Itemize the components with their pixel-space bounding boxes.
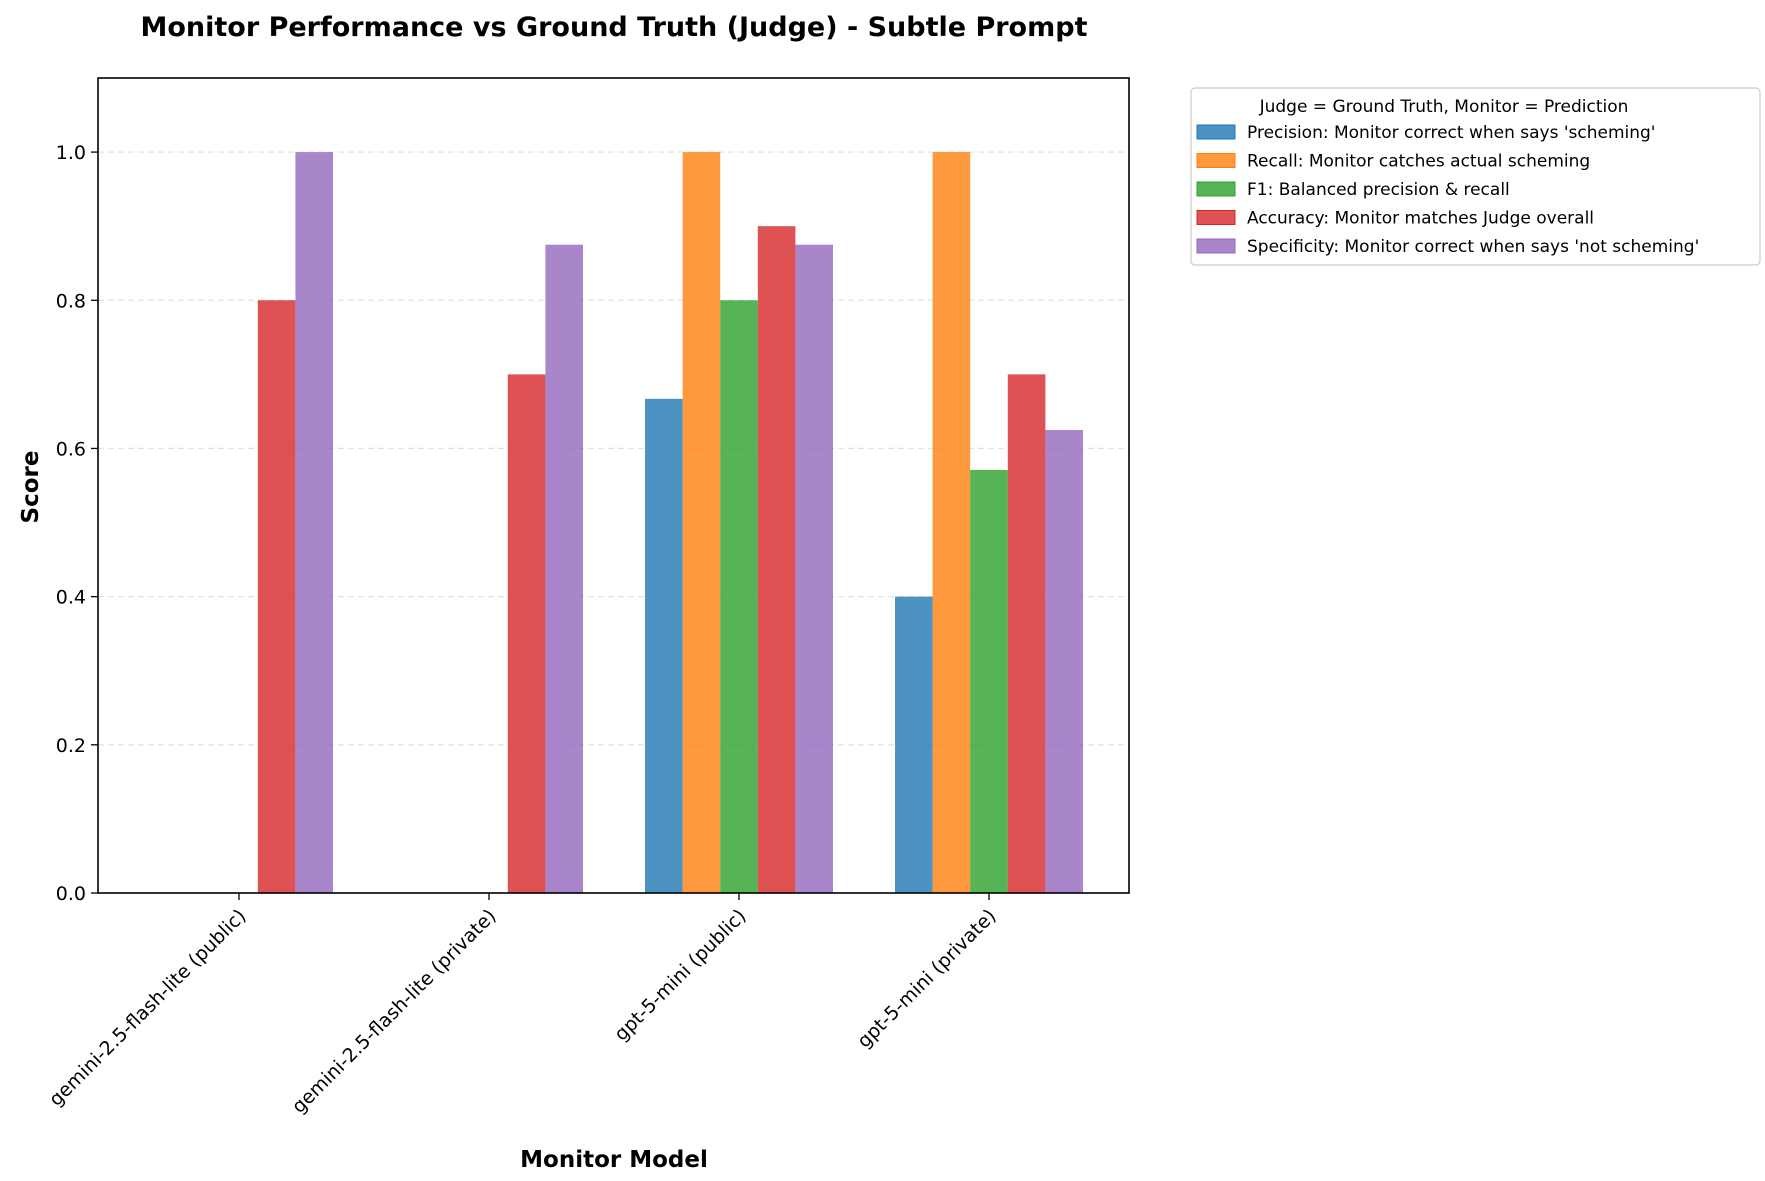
y-tick-label: 0.2 — [56, 735, 86, 757]
y-axis-label: Score — [18, 451, 44, 524]
legend-label: Recall: Monitor catches actual scheming — [1247, 152, 1590, 172]
legend-label: F1: Balanced precision & recall — [1247, 180, 1510, 200]
bar — [932, 152, 971, 893]
legend-label: Specificity: Monitor correct when says '… — [1247, 237, 1699, 257]
y-tick-label: 0.8 — [56, 290, 86, 312]
x-tick-label: gpt-5-mini (private) — [853, 905, 1000, 1052]
legend: Judge = Ground Truth, Monitor = Predicti… — [1190, 87, 1761, 266]
bar — [1007, 374, 1046, 893]
legend-label: Precision: Monitor correct when says 'sc… — [1247, 123, 1655, 143]
legend-label: Accuracy: Monitor matches Judge overall — [1247, 209, 1594, 229]
legend-swatch — [1196, 181, 1236, 197]
bar — [895, 596, 933, 893]
bar — [757, 226, 796, 893]
chart-title: Monitor Performance vs Ground Truth (Jud… — [141, 12, 1088, 43]
bar — [545, 244, 583, 894]
y-tick-label: 0.0 — [56, 883, 86, 905]
bar — [970, 469, 1008, 893]
legend-title: Judge = Ground Truth, Monitor = Predicti… — [1259, 97, 1629, 117]
x-axis: gemini-2.5-flash-lite (public) gemini-2.5… — [45, 893, 1001, 1118]
bars — [257, 152, 1083, 894]
bar — [257, 300, 296, 894]
y-tick-label: 1.0 — [56, 142, 86, 164]
y-axis: 0.0 0.2 0.4 0.6 0.8 1.0 — [56, 142, 98, 905]
bar — [682, 152, 721, 893]
legend-items: Precision: Monitor correct when says 'sc… — [1196, 123, 1699, 257]
legend-swatch — [1196, 124, 1236, 140]
y-tick-label: 0.6 — [56, 438, 86, 460]
legend-swatch — [1196, 210, 1236, 225]
y-tick-label: 0.4 — [56, 587, 86, 609]
legend-swatch — [1196, 153, 1236, 168]
bar — [1045, 429, 1083, 893]
x-tick-label: gpt-5-mini (public) — [610, 905, 750, 1045]
bar — [295, 152, 333, 893]
bar — [507, 374, 546, 893]
plot-area-frame — [97, 77, 1130, 894]
legend-swatch — [1196, 238, 1236, 254]
bar — [795, 244, 833, 894]
bar — [720, 300, 758, 894]
x-tick-label: gemini-2.5-flash-lite (public) — [45, 905, 251, 1111]
bar — [645, 398, 683, 893]
x-axis-label: Monitor Model — [520, 1147, 708, 1173]
x-tick-label: gemini-2.5-flash-lite (private) — [288, 905, 501, 1118]
legend-frame — [1190, 87, 1761, 266]
